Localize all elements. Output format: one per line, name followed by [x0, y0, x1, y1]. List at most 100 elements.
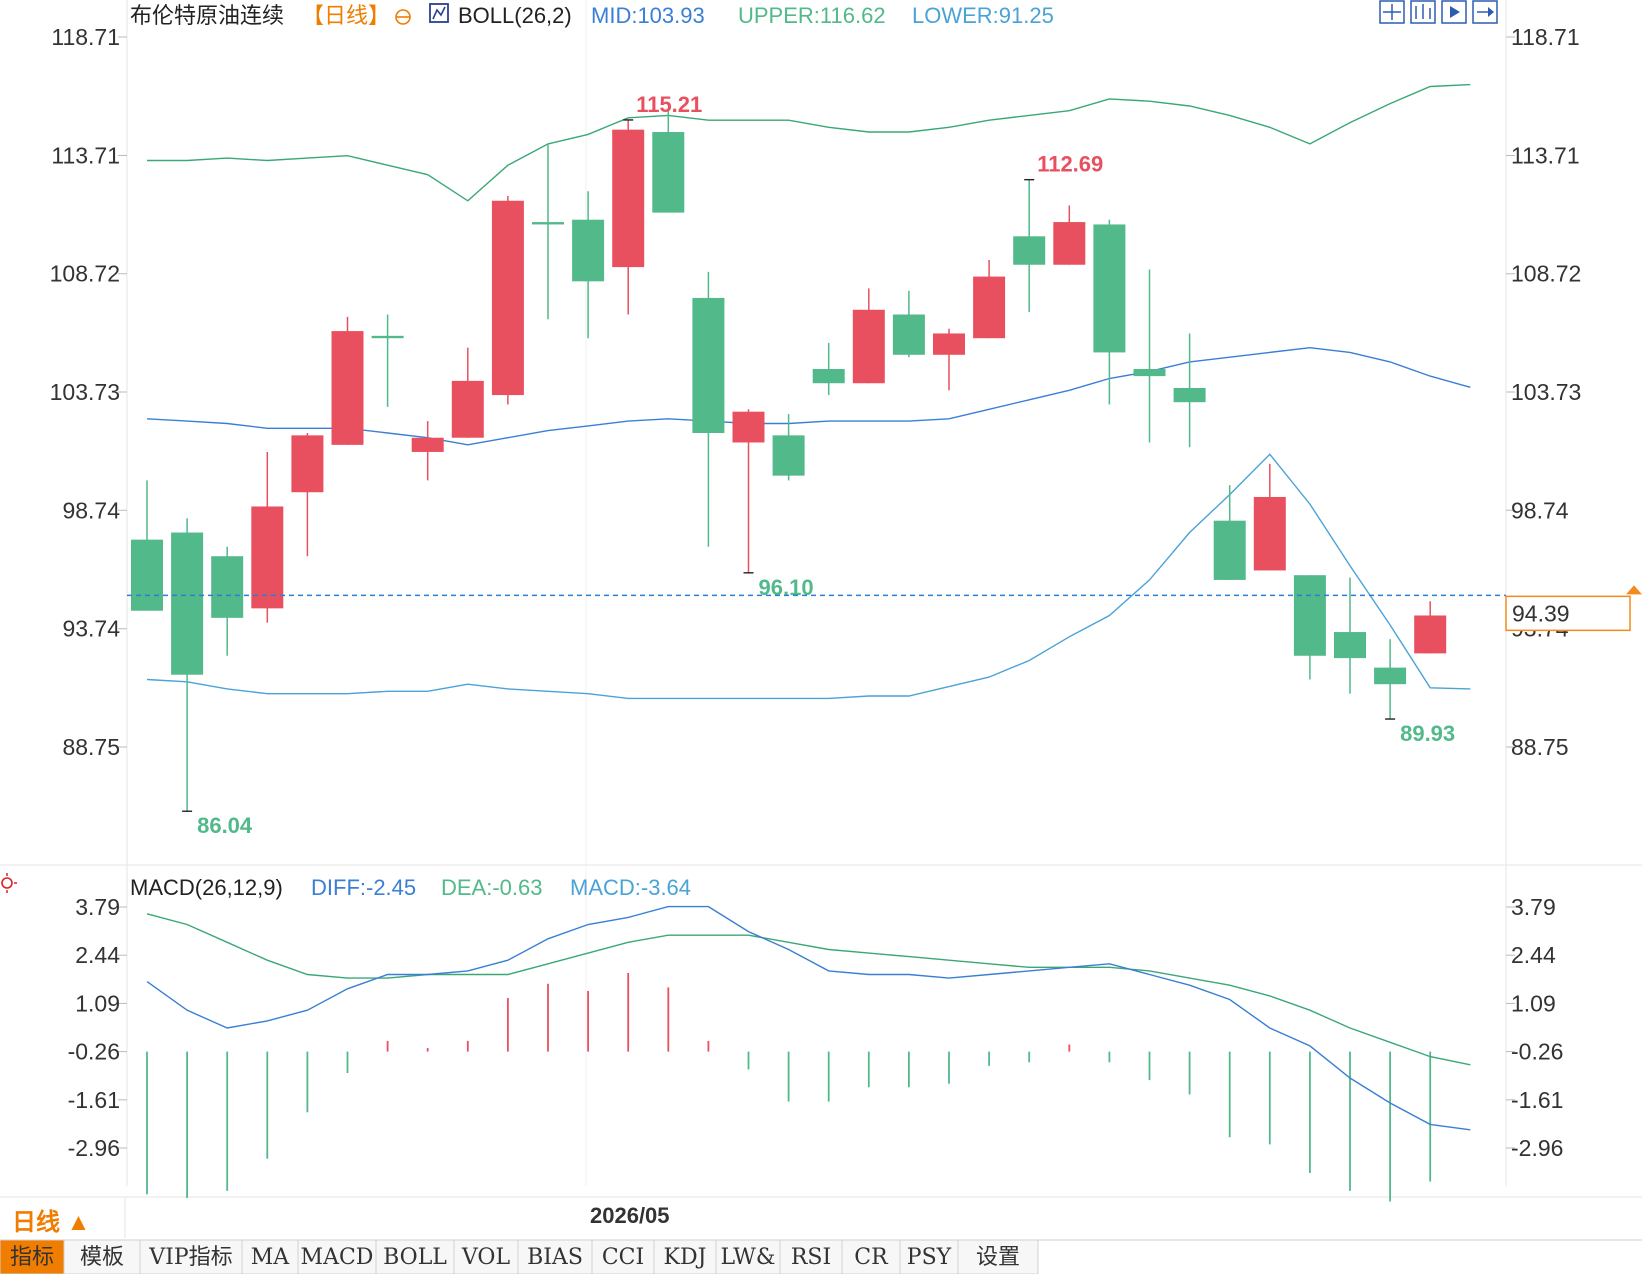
period-tag[interactable]: 【日线】 [302, 3, 390, 28]
date-label: 2026/05 [590, 1203, 670, 1228]
diff-line [146, 905, 1471, 1131]
candle [1053, 205, 1086, 265]
svg-text:PSY: PSY [907, 1245, 952, 1270]
indicator-tabs: 指标 模板 VIP指标 MA MACD BOLL VOL BIAS CCI KDJ LW& RSI CR… [0, 1239, 1642, 1274]
tab-macd[interactable]: MACD [297, 1239, 377, 1274]
candle [933, 328, 965, 391]
tab-psy[interactable]: PSY [899, 1239, 959, 1274]
tab-vol[interactable]: VOL [453, 1239, 519, 1274]
price-tick-label-right: 118.71 [1511, 24, 1580, 50]
price-tick-label-left: 113.71 [51, 142, 120, 168]
macd-axis-ticks: 3.79 3.79 2.44 2.44 1.09 1.09 -0.26 -0.26 -1.61 -… [68, 894, 1564, 1161]
candle [131, 480, 163, 611]
macd-lines [146, 905, 1471, 1131]
price-tick-label-right: 98.74 [1511, 497, 1569, 523]
current-price-marker: 94.39 [127, 585, 1642, 632]
svg-text:MACD: MACD [301, 1245, 374, 1270]
svg-text:设置: 设置 [976, 1245, 1020, 1270]
price-tick-label-left: 103.73 [50, 379, 120, 405]
boll-mid-line [146, 346, 1471, 446]
candle [1093, 219, 1126, 405]
candle [371, 314, 404, 407]
candle [411, 421, 444, 481]
svg-text:VOL: VOL [461, 1245, 511, 1270]
tab-cr[interactable]: CR [841, 1239, 901, 1274]
price-tick-label-left: 88.75 [62, 734, 120, 760]
candle [1213, 485, 1246, 580]
svg-text:LW&: LW& [721, 1245, 776, 1270]
candle [852, 288, 885, 384]
candle [812, 342, 845, 396]
candle [291, 432, 324, 557]
candle [1374, 639, 1407, 720]
tab-lw[interactable]: LW& [715, 1239, 781, 1274]
candle [491, 196, 524, 405]
price-tick-label-right: 103.73 [1511, 379, 1581, 405]
boll-chart-icon[interactable] [429, 3, 449, 23]
svg-text:MA: MA [251, 1245, 291, 1270]
tab-kdj[interactable]: KDJ [653, 1239, 717, 1274]
candle [1013, 179, 1046, 313]
dea-line [146, 913, 1471, 1066]
tab-boll[interactable]: BOLL [375, 1239, 455, 1274]
circle-plus-icon[interactable] [395, 9, 411, 25]
toolbar-icon-2[interactable] [1410, 0, 1436, 24]
candle [251, 451, 284, 623]
boll-label: BOLL(26,2) [458, 3, 572, 28]
macd-tick-label-left: -2.96 [68, 1135, 120, 1161]
current-price-box [1505, 595, 1631, 632]
macd-tick-label-left: 2.44 [75, 942, 120, 968]
tab-template[interactable]: 模板 [63, 1239, 141, 1274]
boll-mid-value: MID:103.93 [591, 3, 705, 28]
tab-settings[interactable]: 设置 [957, 1239, 1039, 1274]
tab-bias[interactable]: BIAS [517, 1239, 593, 1274]
macd-macd-value: MACD:-3.64 [570, 875, 691, 900]
candle [1334, 577, 1366, 694]
toolbar-icon-4[interactable] [1472, 0, 1498, 24]
sun-settings-icon[interactable] [0, 873, 17, 893]
candle [1253, 463, 1286, 571]
boll-lower-line [146, 453, 1471, 700]
macd-tick-label-left: 1.09 [75, 990, 120, 1016]
candlestick-series [131, 110, 1447, 812]
toolbar-icon-3[interactable] [1441, 0, 1467, 24]
svg-text:KDJ: KDJ [664, 1245, 707, 1270]
candle [572, 191, 605, 339]
boll-bands [146, 83, 1471, 700]
candle [1414, 601, 1447, 654]
svg-text:BIAS: BIAS [527, 1245, 583, 1270]
svg-text:RSI: RSI [791, 1245, 831, 1270]
macd-tick-label-left: -0.26 [68, 1039, 120, 1065]
macd-tick-label-right: 3.79 [1511, 894, 1556, 920]
macd-tick-label-right: -2.96 [1511, 1135, 1563, 1161]
price-tick-label-right: 88.75 [1511, 734, 1569, 760]
candle [772, 414, 805, 481]
tab-indicator[interactable]: 指标 [0, 1239, 65, 1274]
candle [692, 271, 725, 547]
macd-histogram [146, 973, 1432, 1202]
macd-tick-label-left: -1.61 [68, 1087, 120, 1113]
tab-vip-indicator[interactable]: VIP指标 [139, 1239, 243, 1274]
price-tick-label-left: 118.71 [51, 24, 120, 50]
svg-text:CR: CR [854, 1245, 889, 1270]
boll-lower-value: LOWER:91.25 [912, 3, 1054, 28]
macd-label: MACD(26,12,9) [130, 875, 283, 900]
instrument-title: 布伦特原油连续 [130, 3, 284, 28]
candle [612, 119, 645, 315]
extreme-label: 112.69 [1037, 152, 1103, 177]
period-button[interactable]: 日线 ▲ [12, 1209, 90, 1236]
tab-ma[interactable]: MA [241, 1239, 299, 1274]
candle [732, 409, 765, 573]
tab-rsi[interactable]: RSI [779, 1239, 843, 1274]
tab-cci[interactable]: CCI [591, 1239, 655, 1274]
macd-tick-label-left: 3.79 [75, 894, 120, 920]
svg-text:模板: 模板 [80, 1245, 124, 1270]
toolbar-icon-1[interactable] [1379, 0, 1405, 24]
svg-text:指标: 指标 [10, 1245, 54, 1270]
candle [451, 347, 484, 438]
current-price-label: 94.39 [1512, 600, 1570, 626]
candle [652, 110, 685, 213]
extreme-label: 89.93 [1400, 721, 1455, 746]
